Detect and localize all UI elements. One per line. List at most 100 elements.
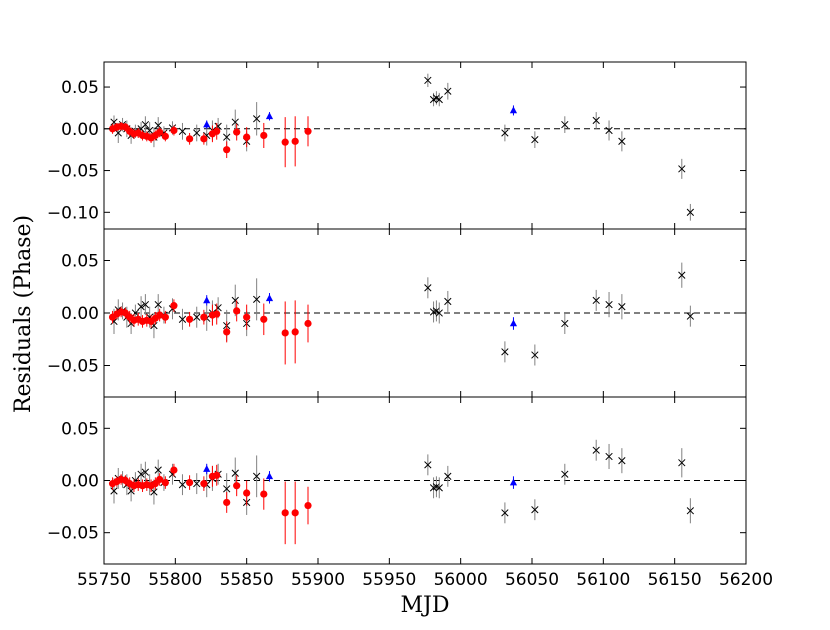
point-x-marker: [605, 300, 613, 309]
x-tick-label: 56150: [648, 570, 702, 590]
point-red-dot: [156, 475, 164, 484]
x-axis-title: MJD: [401, 593, 450, 618]
y-axis-title: Residuals (Phase): [11, 215, 36, 413]
point-red-dot: [170, 466, 178, 474]
point-x-marker: [231, 469, 239, 477]
x-tick-label: 55800: [148, 570, 202, 590]
y-tick-label: −0.10: [47, 203, 99, 223]
x-tick-label: 55950: [362, 570, 416, 590]
point-x-marker: [141, 300, 150, 309]
point-x-marker: [214, 304, 222, 312]
x-tick-label: 56000: [434, 570, 488, 590]
point-x-marker: [141, 120, 150, 129]
point-x-marker: [444, 472, 452, 480]
point-x-marker: [178, 481, 187, 489]
point-x-marker: [223, 485, 231, 493]
point-x-marker: [141, 468, 150, 476]
point-blue-triangle: [265, 472, 274, 480]
point-x-marker: [678, 459, 686, 467]
point-red-dot: [233, 307, 241, 315]
point-red-dot: [233, 482, 241, 490]
point-red-dot: [223, 498, 231, 507]
point-x-marker: [618, 457, 626, 465]
point-x-marker: [435, 95, 443, 104]
point-red-dot: [213, 127, 221, 135]
point-x-marker: [444, 87, 452, 95]
point-x-marker: [252, 115, 261, 123]
x-tick-label: 55750: [77, 570, 131, 590]
point-x-marker: [618, 137, 626, 145]
point-blue-triangle: [265, 112, 274, 120]
y-tick-label: 0.00: [61, 472, 99, 492]
point-x-marker: [592, 446, 600, 454]
point-x-marker: [193, 479, 201, 488]
point-red-dot: [161, 132, 169, 140]
x-tick-label: 56200: [719, 570, 773, 590]
point-red-dot: [291, 137, 299, 145]
panel-frame: [103, 61, 747, 230]
point-blue-triangle: [203, 296, 211, 304]
point-x-marker: [231, 118, 239, 126]
point-red-dot: [260, 131, 268, 140]
point-red-dot: [161, 478, 169, 487]
point-blue-triangle: [265, 294, 274, 302]
y-tick-label: 0.05: [61, 78, 99, 98]
point-red-dot: [223, 328, 231, 336]
point-red-dot: [156, 128, 164, 136]
point-x-marker: [424, 76, 432, 85]
point-x-marker: [131, 309, 140, 317]
point-x-marker: [193, 313, 201, 321]
point-blue-triangle: [509, 106, 518, 114]
point-x-marker: [252, 295, 261, 304]
point-red-dot: [170, 302, 178, 310]
data-points: [108, 73, 695, 221]
point-blue-triangle: [203, 465, 211, 472]
point-x-marker: [435, 484, 443, 492]
point-x-marker: [592, 296, 600, 305]
point-x-marker: [137, 303, 145, 311]
y-tick-label: 0.05: [61, 419, 99, 439]
point-x-marker: [501, 509, 509, 517]
point-x-marker: [561, 120, 569, 129]
point-red-dot: [260, 490, 268, 498]
y-tick-label: 0.05: [61, 252, 99, 272]
residual-panel-3: 0.05 0.00 −0.05: [47, 396, 747, 565]
point-x-marker: [531, 136, 539, 144]
point-x-marker: [501, 348, 509, 356]
point-x-marker: [686, 208, 695, 216]
point-red-dot: [213, 471, 221, 479]
point-red-dot: [161, 313, 169, 321]
point-red-dot: [200, 480, 208, 488]
y-tick-label: −0.05: [47, 357, 99, 377]
point-red-dot: [170, 126, 178, 135]
point-red-dot: [156, 311, 164, 319]
point-red-dot: [260, 315, 268, 323]
point-blue-triangle: [203, 120, 211, 128]
point-red-dot: [200, 313, 208, 321]
panels-layer: 0.05 0.00 −0.05 −0.10 0.05 0.00 −0.05 0.05 0.00 −…: [47, 61, 773, 590]
point-red-dot: [213, 310, 221, 318]
point-x-marker: [145, 126, 154, 135]
x-tick-label: 55850: [220, 570, 274, 590]
x-tick-label: 56100: [576, 570, 630, 590]
point-x-marker: [150, 488, 158, 496]
residual-panel-2: 0.05 0.00 −0.05: [47, 228, 747, 398]
data-points: [108, 262, 695, 366]
point-x-marker: [592, 116, 600, 125]
point-x-marker: [231, 296, 239, 305]
point-red-dot: [223, 146, 231, 154]
point-x-marker: [686, 312, 695, 320]
point-x-marker: [193, 129, 201, 137]
point-x-marker: [618, 303, 626, 311]
point-x-marker: [223, 133, 231, 141]
point-x-marker: [561, 319, 569, 328]
point-x-marker: [110, 487, 118, 495]
point-x-marker: [137, 470, 145, 478]
point-x-marker: [501, 129, 509, 137]
point-x-marker: [154, 466, 162, 474]
point-red-dot: [233, 128, 241, 136]
residual-panel-1: 0.05 0.00 −0.05 −0.10: [47, 61, 747, 230]
y-tick-label: −0.05: [47, 524, 99, 544]
point-red-dot: [281, 509, 289, 517]
